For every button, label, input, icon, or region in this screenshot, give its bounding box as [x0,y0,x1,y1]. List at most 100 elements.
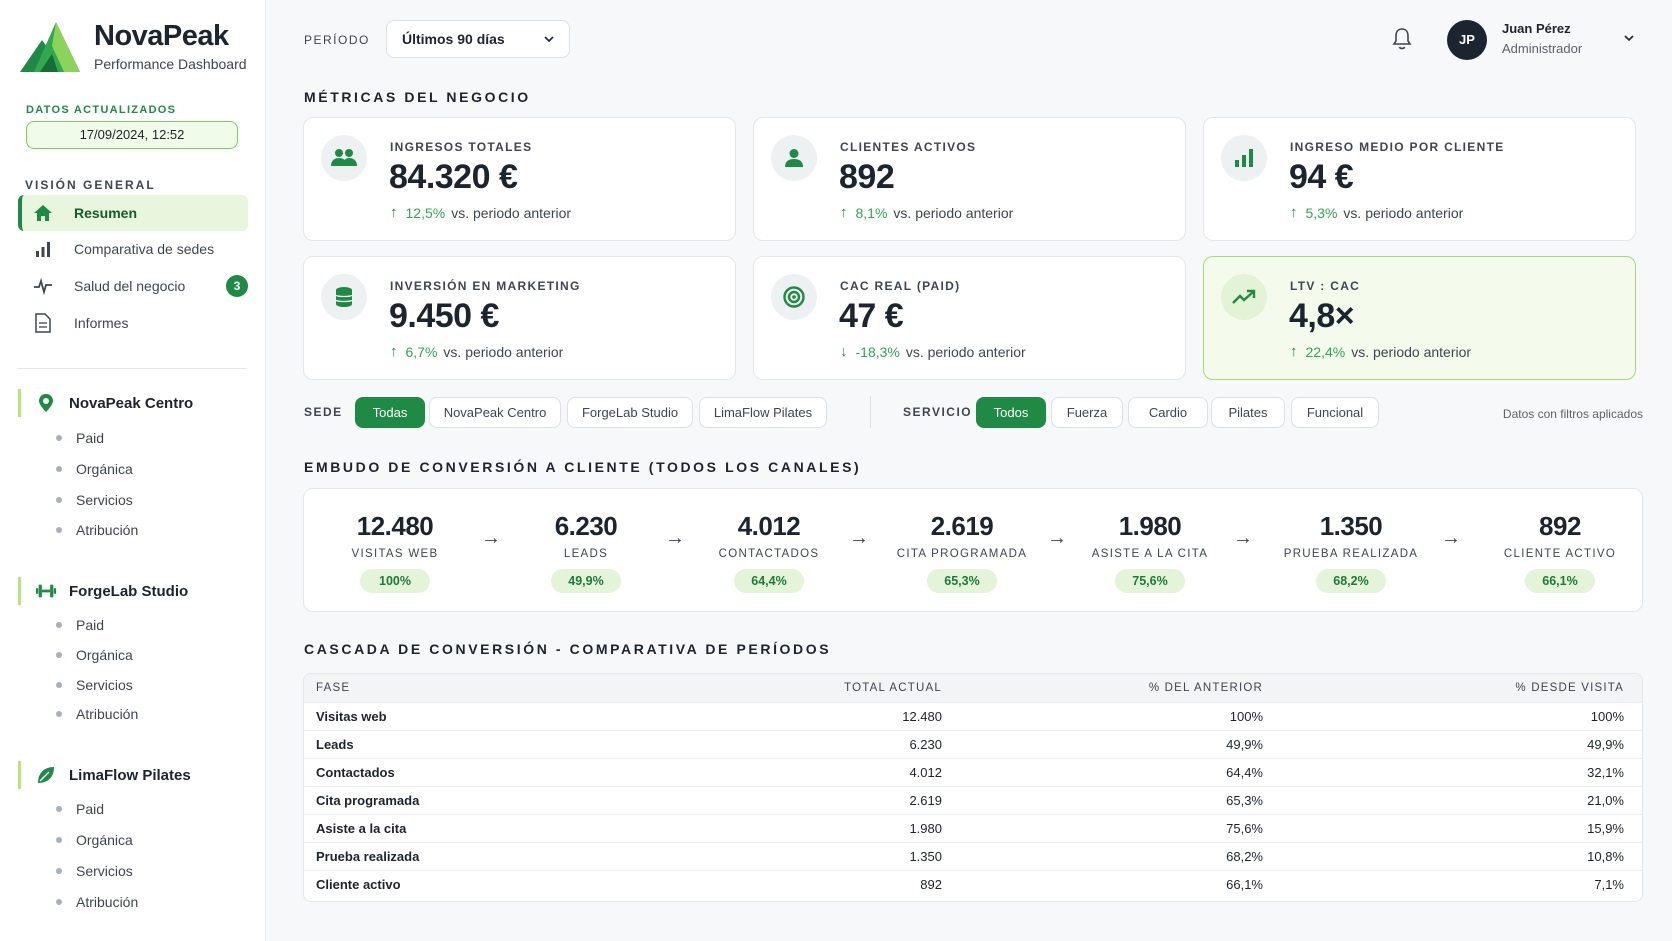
kpi-delta: ↓ -18,3% vs. periodo anterior [840,343,1026,360]
funnel-step: 6.230 LEADS 49,9% [511,489,661,593]
funnel-step-label: CLIENTE ACTIVO [1503,548,1617,560]
table-row: Cita programada 2.619 65,3% 21,0% [304,787,1642,815]
site-sub-item-atribucion[interactable]: Atribución [56,894,138,910]
user-avatar[interactable]: JP [1447,20,1487,60]
nav-item-informes[interactable]: Informes [18,305,248,341]
chip-servicio-pilates[interactable]: Pilates [1211,397,1285,428]
bar-chart-icon [1221,135,1267,181]
chip-servicio-todos[interactable]: Todos [976,397,1046,428]
metrics-title: MÉTRICAS DEL NEGOCIO [304,89,531,105]
funnel-step-value: 12.480 [356,511,434,541]
bar-chart-icon [32,238,54,260]
kpi-label: INGRESOS TOTALES [390,140,533,154]
app-name: NovaPeak [94,20,229,52]
kpi-delta: ↑ 8,1% vs. periodo anterior [840,204,1014,221]
site-sub-item-paid[interactable]: Paid [56,617,104,633]
table-row: Prueba realizada 1.350 68,2% 10,8% [304,843,1642,871]
site-novapeak-centro[interactable]: NovaPeak Centro [18,389,248,417]
nav-item-label: Resumen [74,205,138,221]
users-icon [321,135,367,181]
table-row: Asiste a la cita 1.980 75,6% 15,9% [304,815,1642,843]
app-logo[interactable]: NovaPeak Performance Dashboard [18,18,247,74]
site-sub-item-servicios[interactable]: Servicios [56,863,133,879]
funnel-step-value: 2.619 [930,511,994,541]
table-header-row: FASE TOTAL ACTUAL % DEL ANTERIOR % DESDE… [304,674,1642,703]
site-limaflow-pilates[interactable]: LimaFlow Pilates [18,761,248,789]
kpi-card-clientes: CLIENTES ACTIVOS 892 ↑ 8,1% vs. periodo … [753,117,1186,241]
conversion-funnel: 12.480 VISITAS WEB 100% → 6.230 LEADS 49… [303,488,1643,612]
funnel-step-value: 892 [1539,511,1581,541]
kpi-label: INGRESO MEDIO POR CLIENTE [1290,140,1505,154]
document-icon [32,312,54,334]
filter-label-servicio: SERVICIO [903,405,973,419]
updated-label: DATOS ACTUALIZADOS [26,104,177,116]
site-name: ForgeLab Studio [69,582,189,600]
chip-sede-novapeak-centro[interactable]: NovaPeak Centro [429,397,561,428]
site-sub-item-organica[interactable]: Orgánica [56,647,133,663]
table-row: Visitas web 12.480 100% 100% [304,703,1642,731]
funnel-step: 2.619 CITA PROGRAMADA 65,3% [887,489,1037,593]
funnel-step-label: VISITAS WEB [351,548,439,560]
funnel-step-value: 1.350 [1319,511,1383,541]
funnel-step: 1.350 PRUEBA REALIZADA 68,2% [1276,489,1426,593]
site-sub-item-atribucion[interactable]: Atribución [56,522,138,538]
funnel-step-label: PRUEBA REALIZADA [1283,548,1419,560]
chip-servicio-funcional[interactable]: Funcional [1291,397,1379,428]
funnel-step: 12.480 VISITAS WEB 100% [320,489,470,593]
pulse-icon [32,275,54,297]
funnel-step-label: ASISTE A LA CITA [1091,548,1209,560]
nav-item-resumen[interactable]: Resumen [18,195,248,231]
kpi-card-ingresos: INGRESOS TOTALES 84.320 € ↑ 12,5% vs. pe… [303,117,736,241]
kpi-value: 4,8× [1289,297,1355,335]
site-sub-item-servicios[interactable]: Servicios [56,492,133,508]
site-name: LimaFlow Pilates [69,766,191,784]
funnel-step: 4.012 CONTACTADOS 64,4% [694,489,844,593]
site-name: NovaPeak Centro [69,394,194,412]
table-row: Contactados 4.012 64,4% 32,1% [304,759,1642,787]
chip-sede-todas[interactable]: Todas [355,397,425,428]
arrow-up-icon: ↑ [390,343,398,360]
kpi-value: 47 € [839,297,904,335]
kpi-delta: ↑ 6,7% vs. periodo anterior [390,343,564,360]
chip-servicio-cardio[interactable]: Cardio [1128,397,1208,428]
nav-item-salud[interactable]: Salud del negocio 3 [18,268,248,304]
nav-item-comparativa[interactable]: Comparativa de sedes [18,231,248,267]
user-menu-chevron-icon[interactable] [1623,30,1635,48]
site-sub-item-paid[interactable]: Paid [56,430,104,446]
funnel-step-value: 6.230 [554,511,618,541]
funnel-step-pct: 64,4% [734,569,804,593]
arrow-right-icon: → [1233,527,1253,549]
nav-item-label: Salud del negocio [74,278,186,294]
table-row: Cliente activo 892 66,1% 7,1% [316,877,1624,892]
updated-timestamp: 17/09/2024, 12:52 [26,121,238,149]
funnel-step-value: 1.980 [1118,511,1182,541]
cascade-title: CASCADA DE CONVERSIÓN - COMPARATIVA DE P… [304,641,832,657]
site-sub-item-organica[interactable]: Orgánica [56,461,133,477]
chip-sede-forgelab-studio[interactable]: ForgeLab Studio [567,397,693,428]
site-sub-item-atribucion[interactable]: Atribución [56,706,138,722]
app-subtitle: Performance Dashboard [94,56,247,72]
funnel-step-pct: 49,9% [551,569,621,593]
sidebar: NovaPeak Performance Dashboard DATOS ACT… [0,0,266,941]
site-sub-item-organica[interactable]: Orgánica [56,832,133,848]
arrow-right-icon: → [665,527,685,549]
chip-sede-limaflow-pilates[interactable]: LimaFlow Pilates [699,397,827,428]
funnel-step-pct: 75,6% [1115,569,1185,593]
chip-servicio-fuerza[interactable]: Fuerza [1051,397,1123,428]
dumbbell-icon [35,580,57,602]
funnel-step: 1.980 ASISTE A LA CITA 75,6% [1075,489,1225,593]
arrow-up-icon: ↑ [1290,343,1298,360]
arrow-down-icon: ↓ [840,343,848,360]
period-select[interactable]: Últimos 90 días [386,20,570,58]
arrow-up-icon: ↑ [390,204,398,221]
table-row: Leads 6.230 49,9% 49,9% [304,731,1642,759]
funnel-step-label: LEADS [563,548,609,560]
sidebar-divider [18,368,246,369]
site-forgelab-studio[interactable]: ForgeLab Studio [18,577,248,605]
notifications-bell-icon[interactable] [1391,27,1415,51]
site-sub-item-paid[interactable]: Paid [56,801,104,817]
location-pin-icon [35,392,57,414]
kpi-label: INVERSIÓN EN MARKETING [390,279,581,293]
kpi-card-ingreso-medio: INGRESO MEDIO POR CLIENTE 94 € ↑ 5,3% vs… [1203,117,1636,241]
site-sub-item-servicios[interactable]: Servicios [56,677,133,693]
